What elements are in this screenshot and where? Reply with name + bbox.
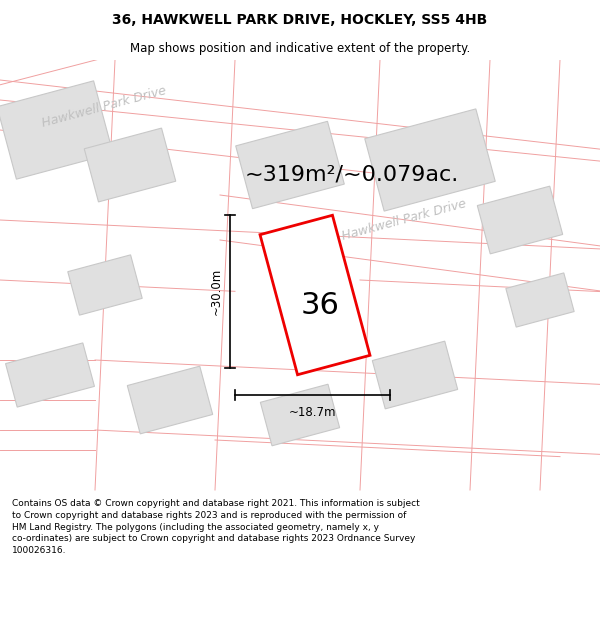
Text: ~18.7m: ~18.7m (289, 406, 336, 419)
Text: 36: 36 (301, 291, 340, 319)
Text: ~30.0m: ~30.0m (209, 268, 223, 315)
Text: ~319m²/~0.079ac.: ~319m²/~0.079ac. (245, 165, 459, 185)
Polygon shape (506, 273, 574, 327)
Polygon shape (68, 255, 142, 315)
Polygon shape (236, 121, 344, 209)
Polygon shape (260, 384, 340, 446)
Text: Hawkwell Park Drive: Hawkwell Park Drive (340, 197, 467, 243)
Text: Map shows position and indicative extent of the property.: Map shows position and indicative extent… (130, 42, 470, 55)
Polygon shape (5, 343, 94, 407)
Polygon shape (365, 109, 495, 211)
Text: 36, HAWKWELL PARK DRIVE, HOCKLEY, SS5 4HB: 36, HAWKWELL PARK DRIVE, HOCKLEY, SS5 4H… (112, 13, 488, 28)
Text: Contains OS data © Crown copyright and database right 2021. This information is : Contains OS data © Crown copyright and d… (12, 499, 420, 555)
Polygon shape (373, 341, 458, 409)
Polygon shape (84, 128, 176, 202)
Polygon shape (478, 186, 563, 254)
Polygon shape (260, 215, 370, 375)
Polygon shape (127, 366, 212, 434)
Text: Hawkwell Park Drive: Hawkwell Park Drive (40, 84, 167, 130)
Polygon shape (0, 81, 113, 179)
